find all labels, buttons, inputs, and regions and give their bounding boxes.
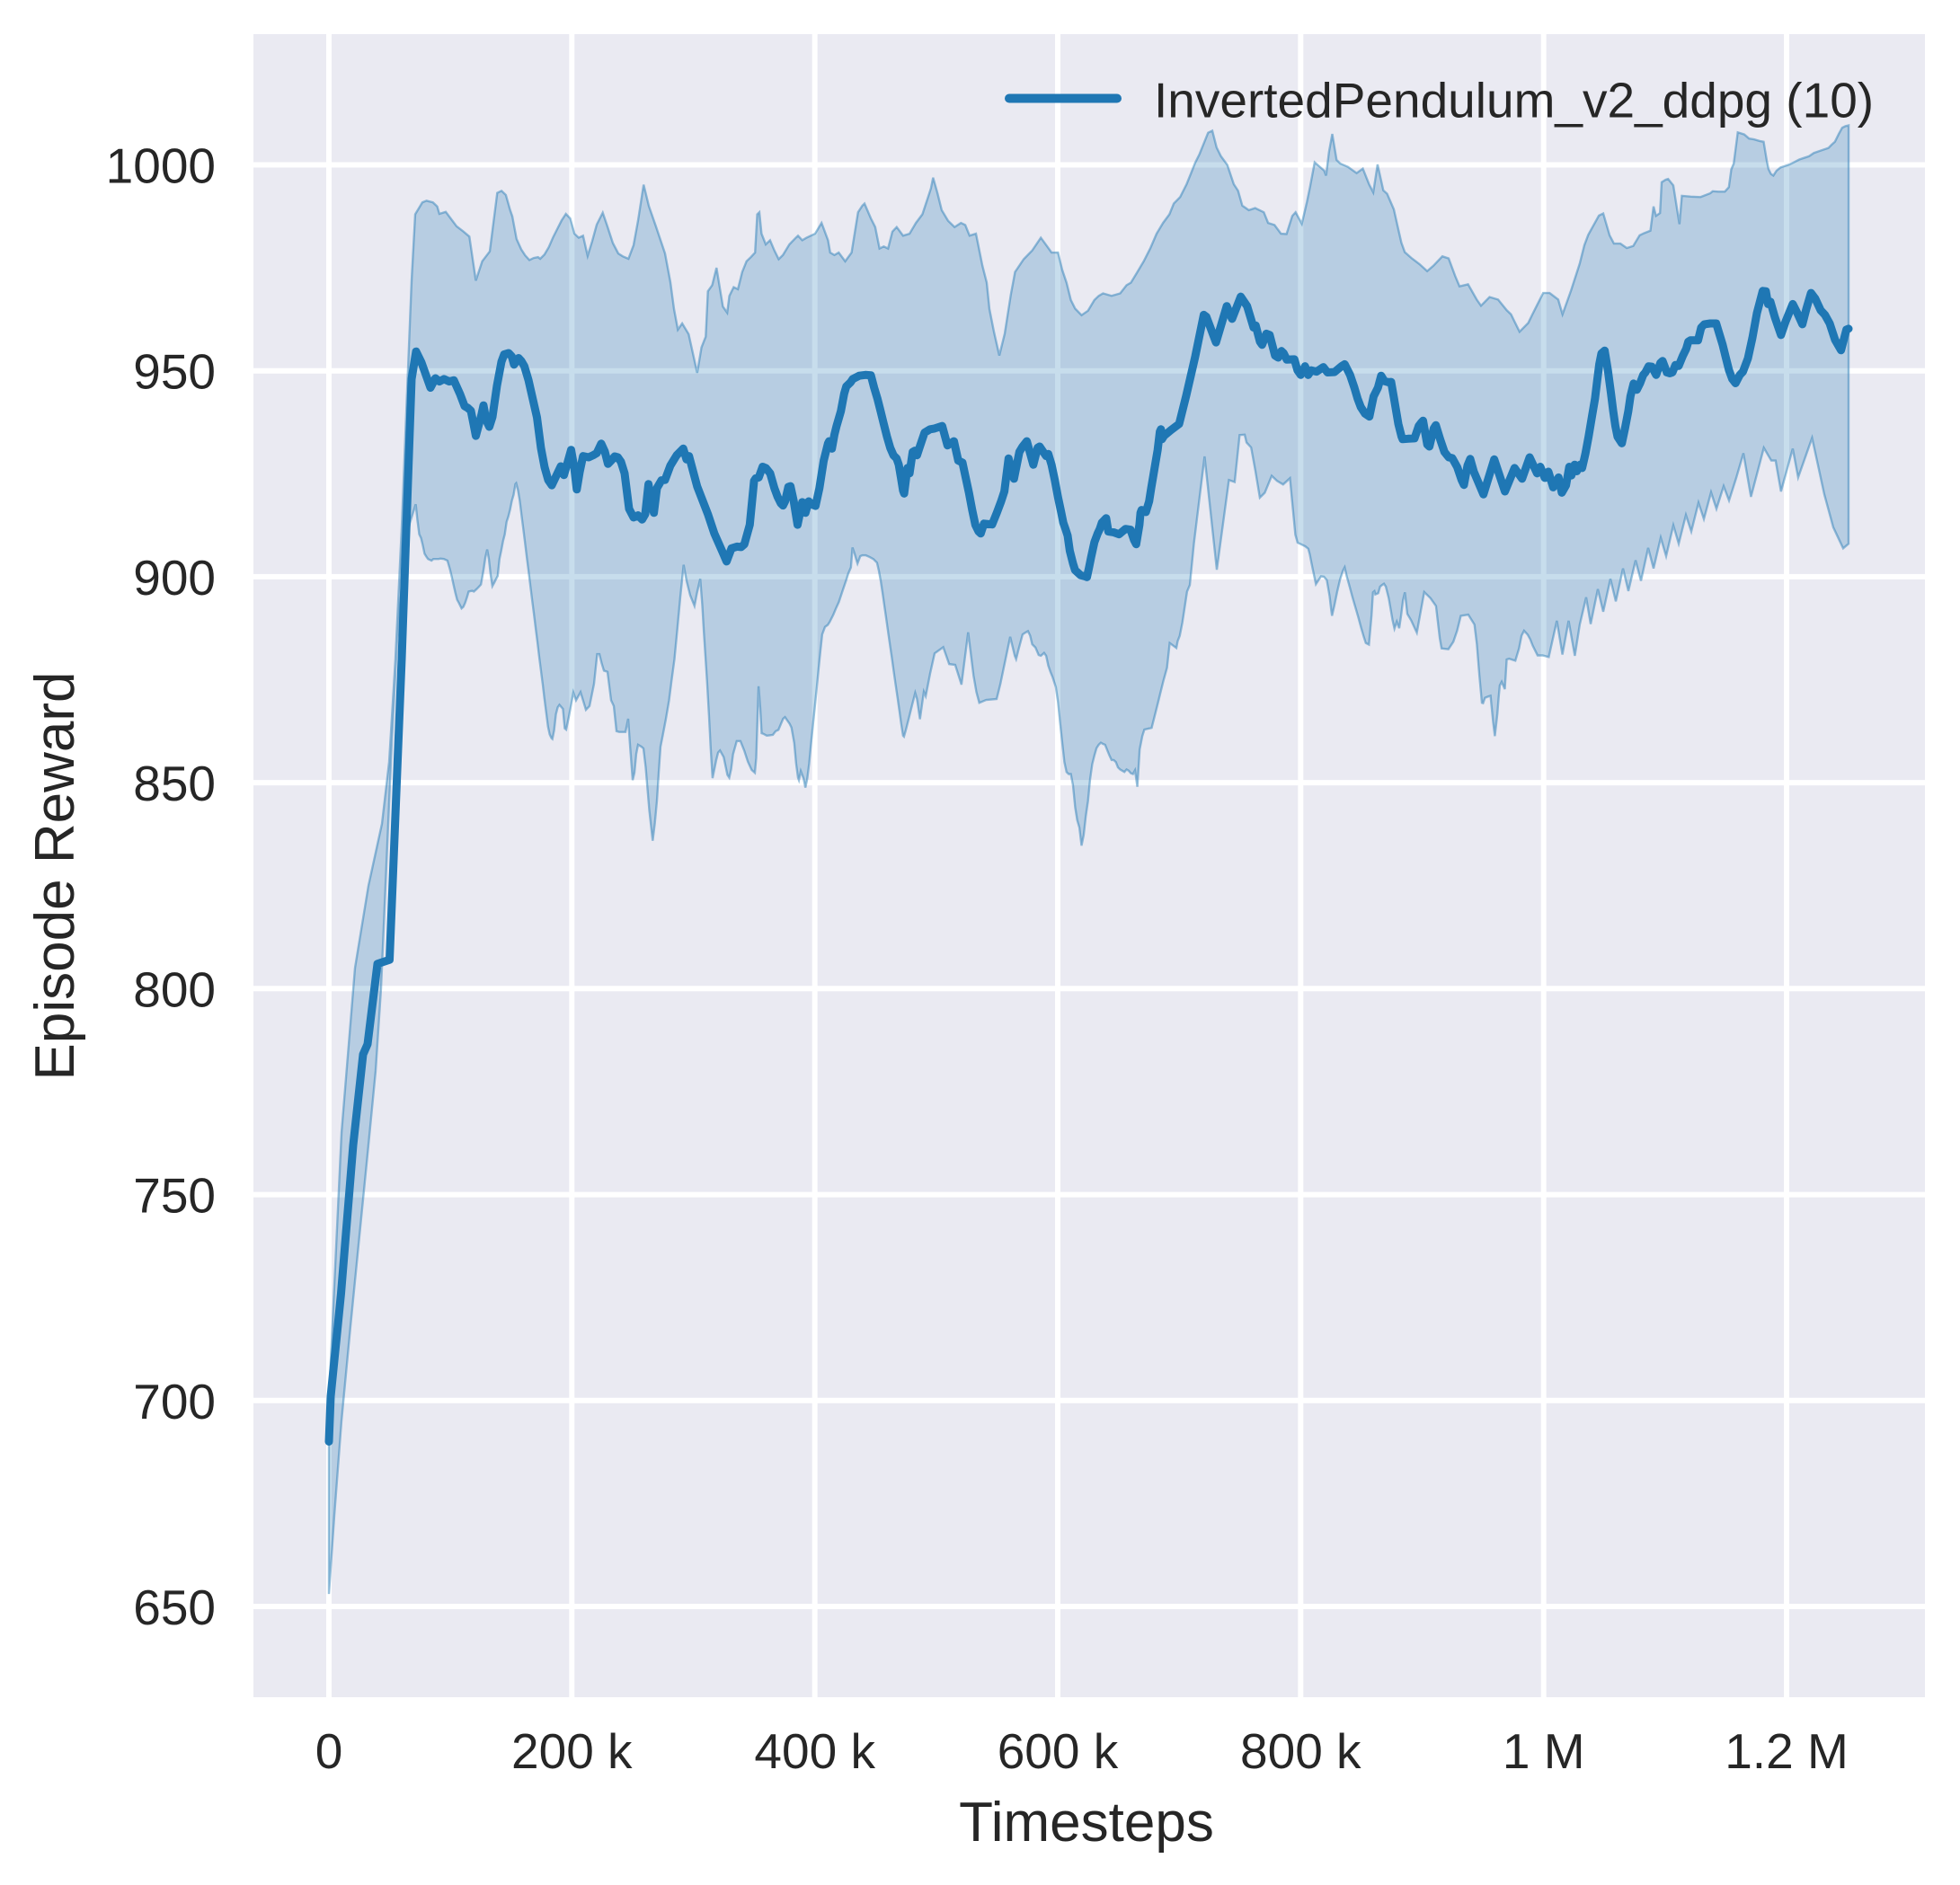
svg-text:750: 750 — [133, 1168, 216, 1224]
svg-text:950: 950 — [133, 344, 216, 400]
svg-text:800: 800 — [133, 961, 216, 1017]
svg-text:900: 900 — [133, 550, 216, 606]
svg-text:InvertedPendulum_v2_ddpg (10): InvertedPendulum_v2_ddpg (10) — [1154, 73, 1874, 128]
svg-text:1000: 1000 — [106, 138, 216, 194]
svg-text:650: 650 — [133, 1580, 216, 1635]
svg-text:700: 700 — [133, 1374, 216, 1429]
svg-text:Episode Reward: Episode Reward — [24, 672, 86, 1081]
svg-text:850: 850 — [133, 756, 216, 811]
svg-text:Timesteps: Timesteps — [959, 1792, 1214, 1854]
svg-text:600 k: 600 k — [998, 1723, 1119, 1779]
svg-text:1 M: 1 M — [1503, 1723, 1585, 1779]
svg-text:0: 0 — [315, 1723, 343, 1779]
svg-text:400 k: 400 k — [754, 1723, 875, 1779]
svg-text:800 k: 800 k — [1240, 1723, 1361, 1779]
svg-text:200 k: 200 k — [511, 1723, 633, 1779]
svg-text:1.2 M: 1.2 M — [1725, 1723, 1849, 1779]
